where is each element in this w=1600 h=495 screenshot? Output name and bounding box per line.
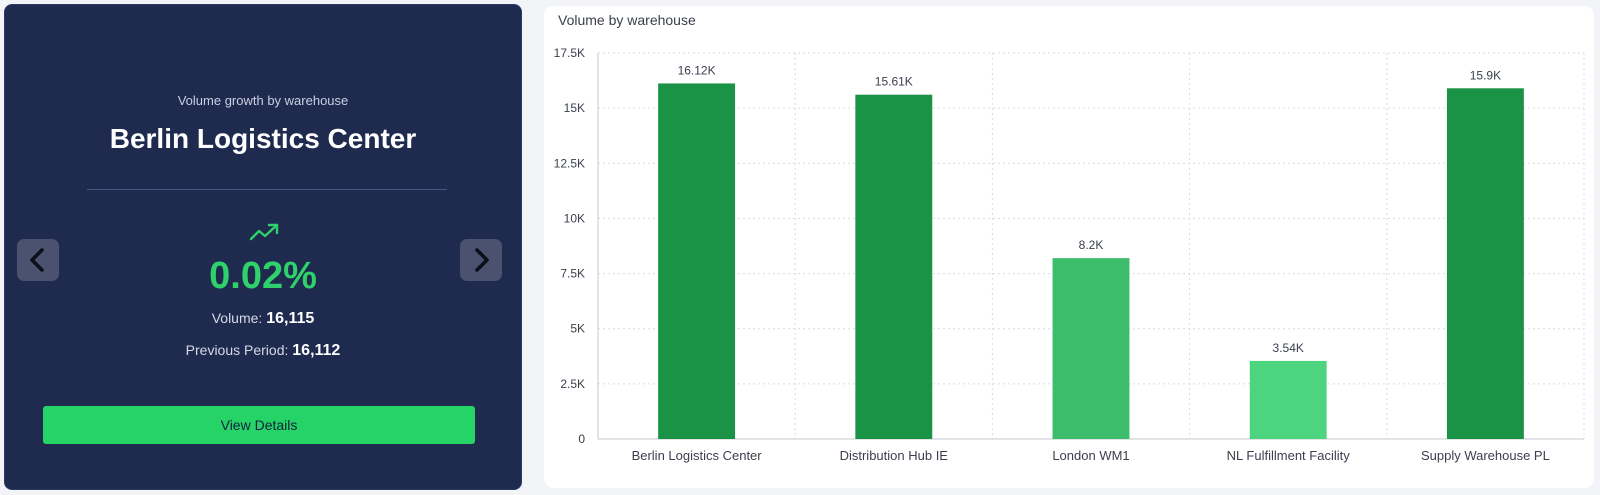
previous-warehouse-button[interactable] bbox=[17, 239, 59, 281]
chevron-left-icon bbox=[30, 248, 44, 272]
view-details-button[interactable]: View Details bbox=[43, 406, 475, 444]
bar-data-label: 8.2K bbox=[1079, 238, 1104, 252]
chevron-right-icon bbox=[475, 248, 489, 272]
next-warehouse-button[interactable] bbox=[460, 239, 502, 281]
bar bbox=[1249, 360, 1327, 439]
chart-title: Volume by warehouse bbox=[558, 12, 696, 28]
bar bbox=[658, 83, 736, 440]
bar-data-label: 15.9K bbox=[1470, 68, 1501, 82]
bar-data-label: 16.12K bbox=[678, 63, 716, 77]
x-category-label: Distribution Hub IE bbox=[840, 448, 949, 463]
growth-percentage: 0.02% bbox=[209, 255, 317, 297]
card-divider bbox=[87, 189, 447, 190]
previous-period-stat: Previous Period: 16,112 bbox=[5, 342, 521, 360]
y-tick-label: 15K bbox=[564, 101, 585, 115]
kpi-card: Volume growth by warehouse Berlin Logist… bbox=[4, 4, 522, 490]
volume-stat: Volume: 16,115 bbox=[5, 310, 521, 328]
volume-label: Volume: bbox=[211, 310, 263, 326]
bar bbox=[1052, 258, 1130, 439]
bar bbox=[1446, 88, 1524, 439]
y-tick-label: 10K bbox=[564, 211, 585, 225]
x-category-label: London WM1 bbox=[1052, 448, 1129, 463]
y-tick-label: 0 bbox=[578, 432, 585, 446]
y-tick-label: 5K bbox=[570, 322, 585, 336]
warehouse-title: Berlin Logistics Center bbox=[109, 123, 417, 154]
x-category-label: NL Fulfillment Facility bbox=[1227, 448, 1351, 463]
previous-period-label: Previous Period: bbox=[185, 342, 289, 358]
y-tick-label: 12.5K bbox=[554, 156, 585, 170]
chart-panel: Volume by warehouse 0 2.5K 5K 7.5K 10K 12.5K 1… bbox=[544, 6, 1594, 488]
bar-data-label: 3.54K bbox=[1273, 341, 1304, 355]
x-category-label: Berlin Logistics Center bbox=[632, 448, 763, 463]
y-tick-label: 17.5K bbox=[554, 46, 585, 60]
volume-bar-chart: 0 2.5K 5K 7.5K 10K 12.5K 15K 17.5K 16.12K Berlin … bbox=[554, 46, 1585, 463]
previous-period-value: 16,112 bbox=[292, 342, 341, 359]
y-tick-label: 7.5K bbox=[560, 267, 585, 281]
card-subtitle: Volume growth by warehouse bbox=[177, 93, 349, 108]
bar-data-label: 15.61K bbox=[875, 75, 913, 89]
bar bbox=[855, 94, 933, 440]
x-category-label: Supply Warehouse PL bbox=[1421, 448, 1550, 463]
y-tick-label: 2.5K bbox=[560, 377, 585, 391]
trending-up-icon bbox=[249, 223, 279, 241]
volume-value: 16,115 bbox=[266, 310, 315, 327]
